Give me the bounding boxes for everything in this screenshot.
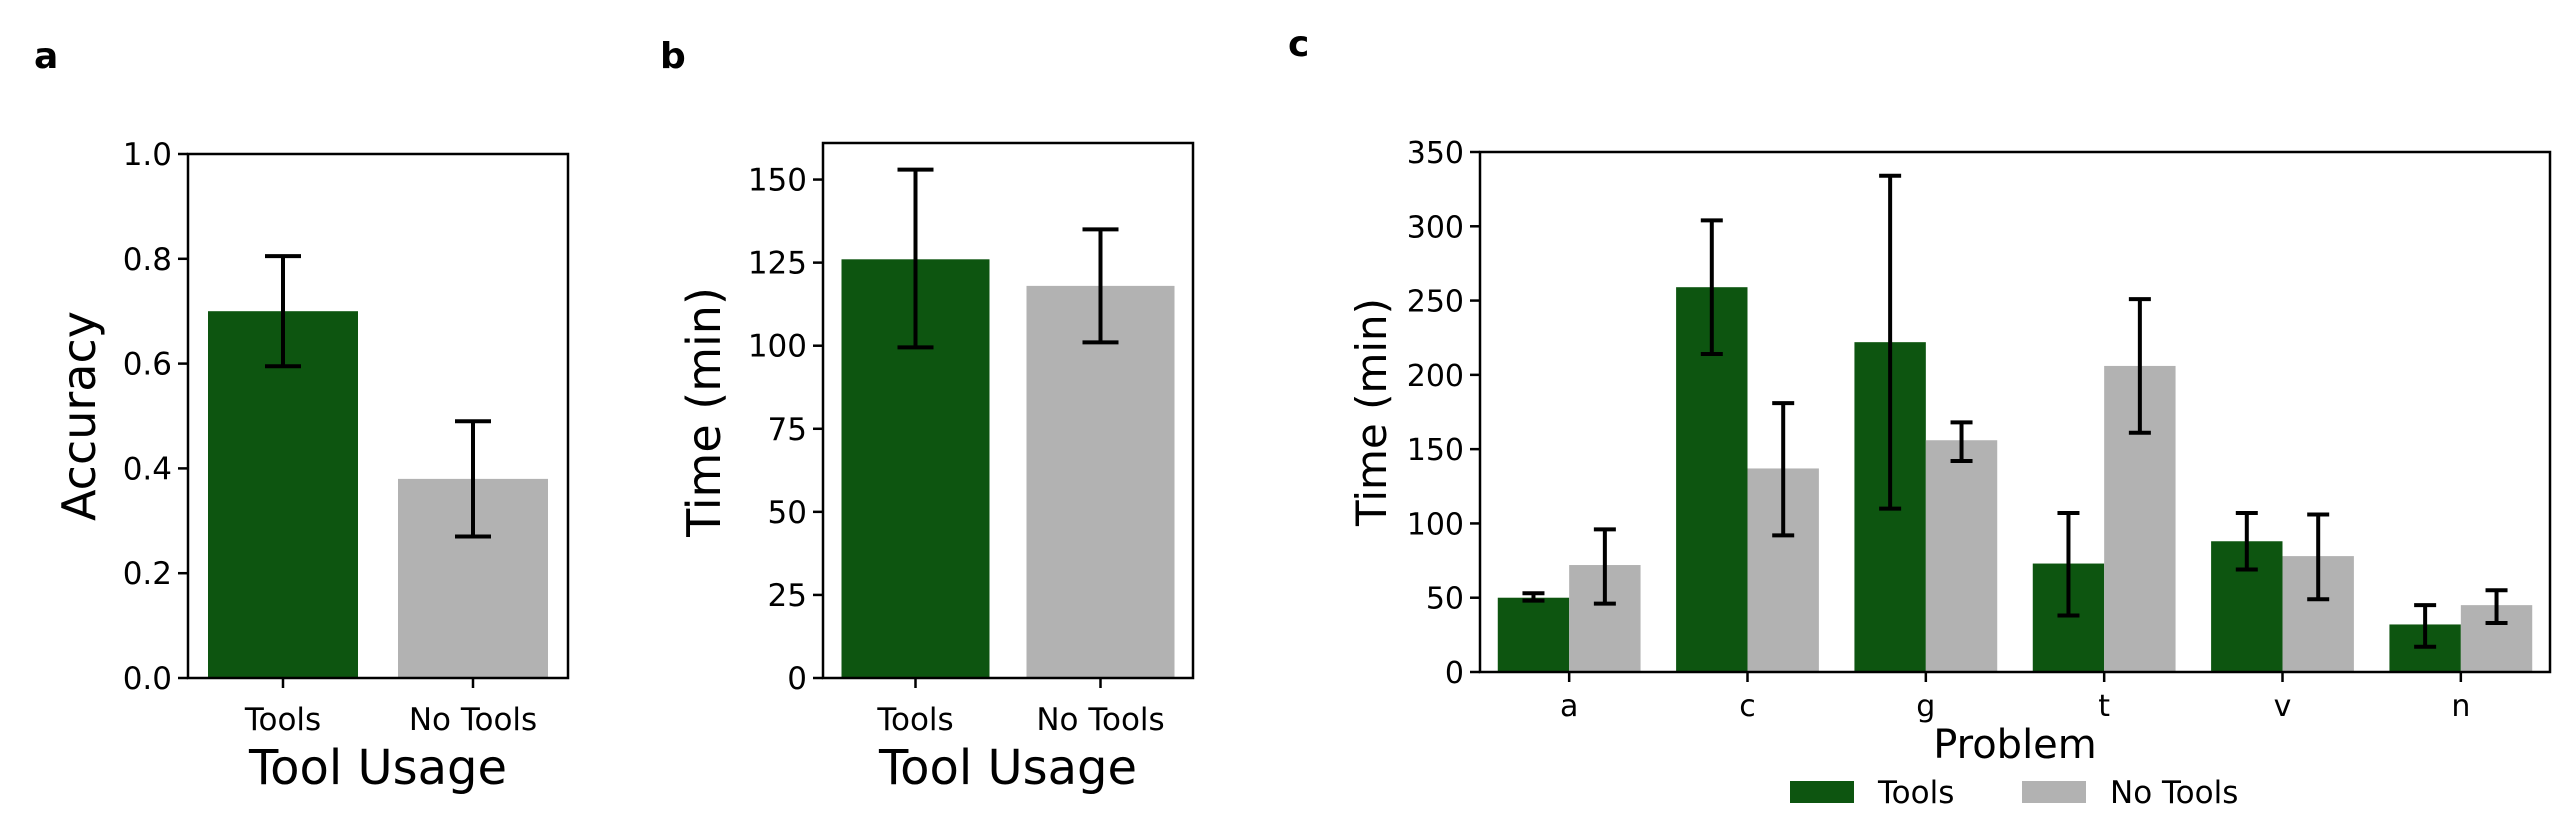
y-tick-label: 100 (1407, 507, 1464, 542)
panel-c-y-ticks: 0 50 100 150 200 250 300 350 (1407, 136, 1480, 691)
x-tick-label: Tools (244, 702, 321, 738)
error-bar-v-tools (2235, 511, 2258, 572)
x-tick-label: Tools (876, 702, 953, 738)
y-tick-label: 1.0 (123, 137, 172, 173)
panel-a-axes-frame (186, 152, 570, 680)
error-bar-no-tools (1082, 227, 1119, 345)
panel-a-chart: 0.0 0.2 0.4 0.6 0.8 1.0 Tools No Tools Accurac… (52, 137, 570, 796)
panel-b-axes-frame (821, 141, 1195, 680)
y-tick-label: 200 (1407, 359, 1464, 394)
panel-a-error-bars (265, 254, 491, 539)
y-tick-label: 0 (1445, 656, 1464, 691)
y-tick-label: 350 (1407, 136, 1464, 171)
x-tick-label: n (2451, 689, 2470, 724)
panel-b-y-ticks: 0 25 50 75 100 125 150 (748, 163, 823, 697)
panel-letter-b: b (660, 36, 686, 77)
y-tick-label: 100 (748, 329, 807, 365)
y-tick-label: 75 (768, 412, 807, 448)
error-bar-a-tools (1522, 591, 1545, 603)
panel-b-error-bars (897, 167, 1119, 350)
x-tick-label: v (2274, 689, 2292, 724)
y-tick-label: 300 (1407, 210, 1464, 245)
legend-label-tools: Tools (1877, 775, 1954, 811)
error-bar-no-tools (455, 419, 491, 539)
bar-a-tools (1497, 597, 1570, 672)
bar-no-tools (1026, 285, 1175, 678)
y-tick-label: 150 (748, 163, 807, 199)
panel-b-x-ticks: Tools No Tools (876, 678, 1165, 738)
error-bar-t-tools (2057, 511, 2080, 618)
bar-g-no-tools (1925, 440, 1998, 672)
error-bar-tools (265, 254, 301, 369)
y-tick-label: 0.4 (123, 451, 172, 487)
x-tick-label: No Tools (1036, 702, 1164, 738)
error-bar-g-tools (1879, 173, 1902, 511)
panel-a-x-ticks: Tools No Tools (244, 678, 537, 738)
y-tick-label: 25 (768, 578, 807, 614)
panel-a-x-axis-label: Tool Usage (248, 740, 507, 796)
panel-letter-c: c (1288, 24, 1309, 65)
panel-b-y-axis-label: Time (min) (677, 287, 731, 538)
x-tick-label: t (2098, 689, 2110, 724)
error-bar-tools (897, 167, 934, 350)
y-tick-label: 0 (787, 661, 807, 697)
panel-letter-a: a (34, 36, 58, 77)
error-bar-t-no-tools (2128, 297, 2151, 435)
y-tick-label: 250 (1407, 285, 1464, 320)
legend-label-no-tools: No Tools (2110, 775, 2238, 811)
x-tick-label: a (1560, 689, 1578, 724)
x-tick-label: g (1916, 689, 1935, 724)
panel-c-bars (1497, 287, 2533, 672)
y-tick-label: 50 (768, 495, 807, 531)
error-bar-n-tools (2414, 603, 2437, 649)
error-bar-g-no-tools (1950, 420, 1973, 464)
error-bar-a-no-tools (1593, 527, 1616, 606)
panel-b-bars (841, 259, 1175, 678)
y-tick-label: 150 (1407, 433, 1464, 468)
panel-c-axes-frame (1478, 150, 2552, 674)
y-tick-label: 0.0 (123, 661, 172, 697)
error-bar-c-no-tools (1772, 401, 1795, 538)
legend-swatch-no-tools (2022, 781, 2086, 803)
y-tick-label: 0.6 (123, 347, 172, 383)
x-tick-label: c (1739, 689, 1756, 724)
panel-c-legend: Tools No Tools (1790, 775, 2238, 811)
error-bar-c-tools (1700, 218, 1723, 357)
panel-a-bars (208, 311, 548, 678)
x-tick-label: No Tools (409, 702, 537, 738)
bar-tools (208, 311, 358, 678)
y-tick-label: 50 (1426, 582, 1464, 617)
panel-b-x-axis-label: Tool Usage (878, 740, 1137, 796)
y-tick-label: 0.2 (123, 556, 172, 592)
panel-b-chart: 0 25 50 75 100 125 150 Tools No Tools Time (min… (677, 141, 1195, 796)
legend-swatch-tools (1790, 781, 1854, 803)
panel-c-y-axis-label: Time (min) (1347, 298, 1396, 527)
panel-c-x-axis-label: Problem (1933, 722, 2097, 768)
panel-a-y-axis-label: Accuracy (52, 311, 106, 521)
error-bar-v-no-tools (2307, 512, 2330, 602)
y-tick-label: 0.8 (123, 242, 172, 278)
y-tick-label: 125 (748, 246, 807, 282)
panel-c-error-bars (1522, 173, 2508, 649)
panel-a-y-ticks: 0.0 0.2 0.4 0.6 0.8 1.0 (123, 137, 188, 697)
error-bar-n-no-tools (2485, 588, 2508, 625)
